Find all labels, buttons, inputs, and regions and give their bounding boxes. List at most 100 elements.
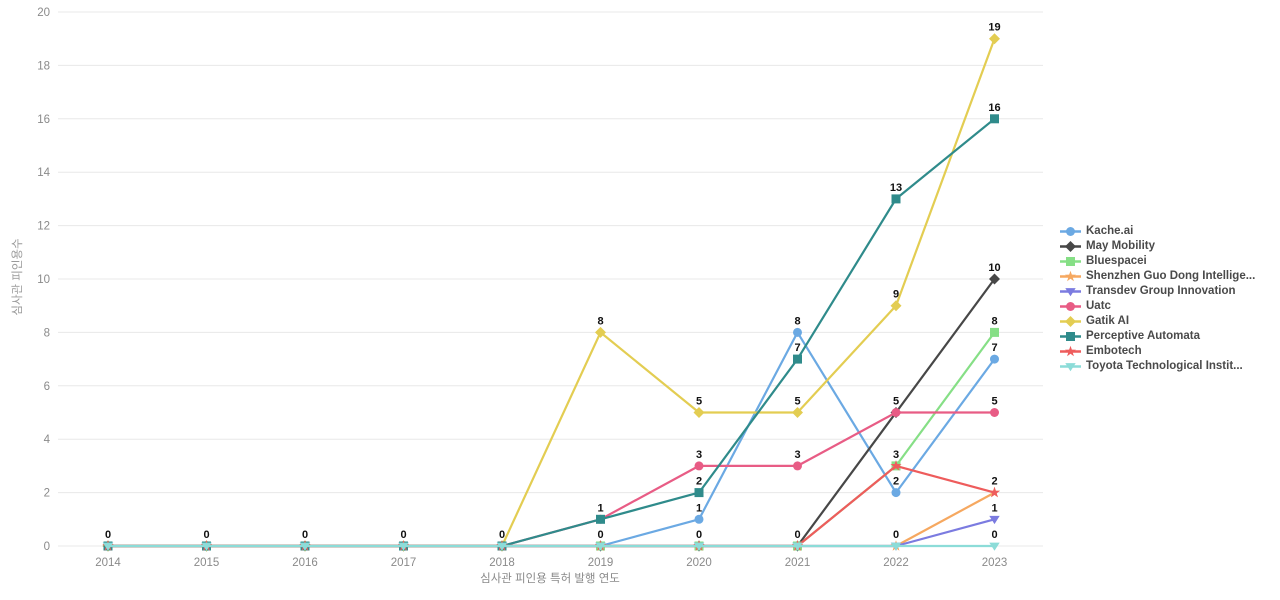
legend-marker-icon xyxy=(1060,227,1081,236)
data-point-marker xyxy=(595,542,606,551)
data-point-marker xyxy=(989,33,1000,45)
data-point-marker xyxy=(596,514,605,524)
x-tick-label: 2019 xyxy=(588,557,614,569)
series-uatc xyxy=(103,408,999,551)
data-point-marker xyxy=(891,408,901,417)
data-point-marker xyxy=(398,542,409,551)
legend-item-toyota-technological-instit[interactable]: Toyota Technological Instit... xyxy=(1060,359,1255,374)
data-point-marker xyxy=(890,300,902,312)
value-label: 2 xyxy=(696,476,702,488)
x-tick-label: 2023 xyxy=(982,557,1008,569)
legend-item-label: Gatik AI xyxy=(1086,315,1130,327)
value-label: 0 xyxy=(597,529,603,541)
value-label: 0 xyxy=(696,529,702,541)
y-tick-label: 18 xyxy=(37,60,50,72)
legend-item-transdev-group-innovation[interactable]: Transdev Group Innovation xyxy=(1060,284,1255,299)
legend-marker-icon xyxy=(1060,363,1081,372)
legend-item-label: Kache.ai xyxy=(1086,225,1134,237)
y-tick-label: 14 xyxy=(37,167,50,179)
legend-item-label: Bluespacei xyxy=(1086,255,1147,267)
legend-marker-icon xyxy=(1060,288,1081,297)
value-label: 0 xyxy=(794,529,800,541)
legend-item-uatc[interactable]: Uatc xyxy=(1060,299,1255,314)
data-point-marker xyxy=(793,354,802,364)
data-point-marker xyxy=(693,407,705,418)
series-toyota-technological-instit xyxy=(102,542,1000,551)
legend-item-kache-ai[interactable]: Kache.ai xyxy=(1060,224,1255,239)
data-point-marker xyxy=(990,114,999,124)
value-label: 5 xyxy=(991,396,997,408)
value-label: 10 xyxy=(988,262,1000,274)
value-label: 3 xyxy=(893,449,899,461)
series-embotech xyxy=(102,460,1001,551)
value-label: 1 xyxy=(991,502,997,514)
x-tick-label: 2017 xyxy=(391,557,417,569)
data-point-marker xyxy=(201,542,212,551)
legend-marker-icon xyxy=(1060,302,1081,311)
legend-item-bluespacei[interactable]: Bluespacei xyxy=(1060,254,1255,269)
legend-item-shenzhen-guo-dong-intellige[interactable]: Shenzhen Guo Dong Intellige... xyxy=(1060,269,1255,284)
legend-item-may-mobility[interactable]: May Mobility xyxy=(1060,239,1255,254)
value-label: 2 xyxy=(893,476,899,488)
data-point-marker xyxy=(693,542,705,551)
legend-item-embotech[interactable]: Embotech xyxy=(1060,344,1255,359)
series-line xyxy=(106,411,996,548)
value-label: 0 xyxy=(105,529,111,541)
x-tick-label: 2022 xyxy=(883,557,909,569)
gridlines xyxy=(58,11,1043,547)
y-axis-title: 심사관 피인용수 xyxy=(12,238,24,316)
y-tick-label: 6 xyxy=(44,381,50,393)
x-tick-label: 2021 xyxy=(785,557,811,569)
data-point-marker xyxy=(890,542,902,551)
data-point-marker xyxy=(102,542,114,551)
value-label: 9 xyxy=(893,289,899,301)
data-point-marker xyxy=(891,194,901,204)
legend-marker-icon xyxy=(1060,316,1081,327)
legend-item-label: Embotech xyxy=(1086,345,1142,357)
data-point-marker xyxy=(891,488,901,498)
y-tick-label: 8 xyxy=(44,327,50,339)
data-point-marker xyxy=(694,488,704,498)
value-label: 1 xyxy=(597,502,603,514)
value-label: 16 xyxy=(988,102,1000,114)
y-tick-label: 10 xyxy=(37,274,50,286)
legend-item-label: Shenzhen Guo Dong Intellige... xyxy=(1086,270,1256,282)
data-point-marker xyxy=(989,542,1000,551)
y-tick-label: 20 xyxy=(37,7,50,19)
value-label: 0 xyxy=(893,529,899,541)
legend-item-label: May Mobility xyxy=(1086,240,1156,252)
value-label: 7 xyxy=(794,342,800,354)
legend-item-label: Toyota Technological Instit... xyxy=(1086,360,1243,372)
value-label: 5 xyxy=(893,396,899,408)
legend-item-gatik-ai[interactable]: Gatik AI xyxy=(1060,314,1255,329)
series-line xyxy=(106,277,996,548)
x-tick-label: 2015 xyxy=(194,557,220,569)
data-point-marker xyxy=(990,354,999,364)
value-label: 8 xyxy=(991,315,997,327)
data-point-marker xyxy=(299,542,311,551)
legend-item-label: Uatc xyxy=(1086,300,1111,312)
x-tick-label: 2020 xyxy=(686,557,712,569)
value-label: 5 xyxy=(794,396,800,408)
data-point-marker xyxy=(595,326,606,338)
data-point-marker xyxy=(988,486,1001,498)
data-point-marker xyxy=(990,327,999,337)
data-point-marker xyxy=(793,461,802,471)
value-label: 0 xyxy=(302,529,308,541)
data-point-marker xyxy=(990,408,999,417)
value-label: 0 xyxy=(499,529,505,541)
value-label: 8 xyxy=(597,315,603,327)
value-label: 2 xyxy=(991,476,997,488)
data-point-marker xyxy=(792,542,803,551)
series-line xyxy=(106,491,996,548)
data-point-marker xyxy=(793,327,802,337)
series-shenzhen-guo-dong-intellige xyxy=(102,486,1001,551)
data-point-marker xyxy=(792,407,803,418)
legend-item-perceptive-automata[interactable]: Perceptive Automata xyxy=(1060,329,1255,344)
legend-marker-icon xyxy=(1060,241,1081,252)
legend-item-label: Transdev Group Innovation xyxy=(1086,285,1236,297)
value-label: 5 xyxy=(696,396,702,408)
value-label: 0 xyxy=(400,529,406,541)
